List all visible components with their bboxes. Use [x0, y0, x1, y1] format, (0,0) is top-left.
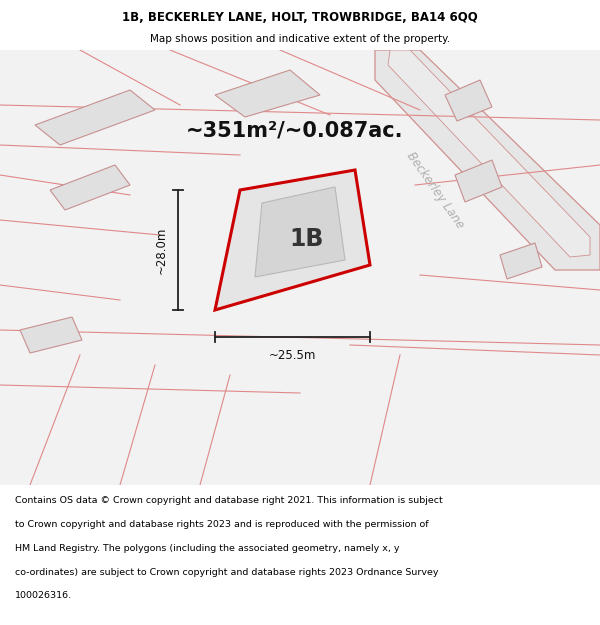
Text: 1B, BECKERLEY LANE, HOLT, TROWBRIDGE, BA14 6QQ: 1B, BECKERLEY LANE, HOLT, TROWBRIDGE, BA…	[122, 11, 478, 24]
Text: Map shows position and indicative extent of the property.: Map shows position and indicative extent…	[150, 34, 450, 44]
Text: ~28.0m: ~28.0m	[155, 226, 168, 274]
Text: to Crown copyright and database rights 2023 and is reproduced with the permissio: to Crown copyright and database rights 2…	[15, 520, 428, 529]
Polygon shape	[35, 90, 155, 145]
Polygon shape	[388, 50, 590, 257]
Polygon shape	[215, 70, 320, 117]
Polygon shape	[445, 80, 492, 121]
Polygon shape	[215, 170, 370, 310]
Polygon shape	[500, 243, 542, 279]
Polygon shape	[375, 50, 600, 270]
Polygon shape	[50, 165, 130, 210]
Text: ~25.5m: ~25.5m	[269, 349, 316, 362]
Polygon shape	[255, 187, 345, 277]
Text: Beckerley Lane: Beckerley Lane	[404, 149, 466, 231]
Text: 100026316.: 100026316.	[15, 591, 72, 601]
Text: Contains OS data © Crown copyright and database right 2021. This information is : Contains OS data © Crown copyright and d…	[15, 496, 443, 505]
Text: 1B: 1B	[290, 227, 324, 251]
Text: co-ordinates) are subject to Crown copyright and database rights 2023 Ordnance S: co-ordinates) are subject to Crown copyr…	[15, 568, 439, 577]
Text: ~351m²/~0.087ac.: ~351m²/~0.087ac.	[186, 120, 404, 140]
Polygon shape	[455, 160, 502, 202]
Polygon shape	[20, 317, 82, 353]
Text: HM Land Registry. The polygons (including the associated geometry, namely x, y: HM Land Registry. The polygons (includin…	[15, 544, 400, 552]
